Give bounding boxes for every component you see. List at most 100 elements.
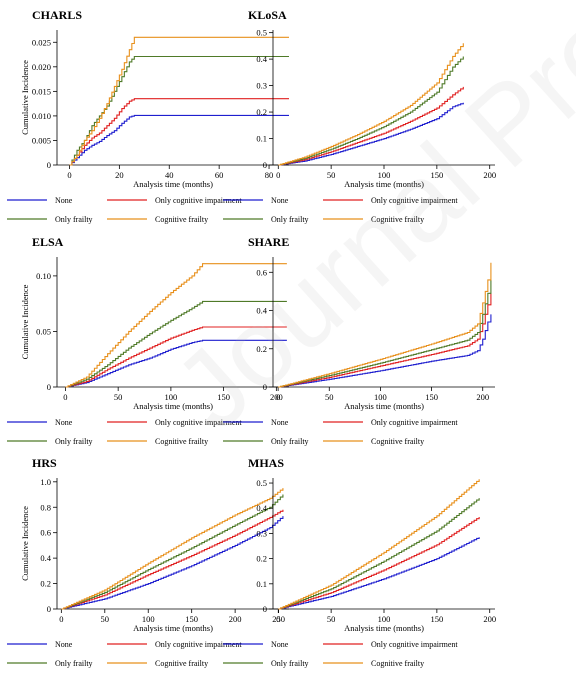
y-tick-label: 0.2 bbox=[40, 579, 51, 589]
legend-entry: None bbox=[55, 640, 73, 649]
x-tick-label: 60 bbox=[215, 170, 224, 180]
x-tick-label: 200 bbox=[229, 614, 242, 624]
x-tick-label: 50 bbox=[114, 392, 123, 402]
legend-entry: Cognitive frailty bbox=[371, 215, 424, 224]
y-tick-label: 0.005 bbox=[32, 135, 51, 145]
x-axis-label: Analysis time (months) bbox=[133, 401, 213, 411]
x-tick-label: 200 bbox=[476, 392, 489, 402]
panel-title: SHARE bbox=[248, 235, 289, 249]
series-line-only-frailty bbox=[278, 279, 492, 388]
x-tick-label: 80 bbox=[265, 170, 274, 180]
y-tick-label: 0.020 bbox=[32, 62, 51, 72]
y-tick-label: 0.5 bbox=[256, 478, 267, 488]
y-tick-label: 0 bbox=[47, 160, 51, 170]
x-tick-label: 150 bbox=[185, 614, 198, 624]
legend-entry: Cognitive frailty bbox=[155, 659, 208, 668]
x-tick-label: 0 bbox=[276, 170, 280, 180]
y-tick-label: 0.025 bbox=[32, 37, 51, 47]
series-line-cognitive-frailty bbox=[61, 488, 284, 610]
y-tick-label: 0.4 bbox=[40, 553, 51, 563]
y-tick-label: 0 bbox=[47, 382, 51, 392]
legend-entry: Only cognitive impairment bbox=[155, 418, 242, 427]
x-tick-label: 100 bbox=[142, 614, 155, 624]
x-tick-label: 0 bbox=[276, 614, 280, 624]
y-tick-label: 0.1 bbox=[256, 579, 267, 589]
y-tick-label: 0.2 bbox=[256, 107, 267, 117]
y-tick-label: 1.0 bbox=[40, 477, 51, 487]
y-tick-label: 0.6 bbox=[256, 267, 267, 277]
x-tick-label: 150 bbox=[217, 392, 230, 402]
y-tick-label: 0.6 bbox=[40, 528, 51, 538]
y-tick-label: 0.015 bbox=[32, 86, 51, 96]
x-tick-label: 250 bbox=[272, 614, 285, 624]
x-tick-label: 40 bbox=[165, 170, 174, 180]
legend-entry: None bbox=[271, 196, 289, 205]
x-tick-label: 100 bbox=[378, 170, 391, 180]
panel-title: HRS bbox=[32, 456, 57, 470]
series-line-none bbox=[61, 516, 284, 610]
y-tick-label: 0 bbox=[47, 604, 51, 614]
series-line-only-cognitive-impairment bbox=[65, 326, 287, 388]
panel-title: CHARLS bbox=[32, 8, 82, 22]
y-tick-label: 0.2 bbox=[256, 554, 267, 564]
x-tick-label: 0 bbox=[67, 170, 71, 180]
legend-entry: Only cognitive impairment bbox=[371, 418, 458, 427]
y-tick-label: 0.4 bbox=[256, 54, 267, 64]
y-tick-label: 0.8 bbox=[40, 502, 51, 512]
x-tick-label: 200 bbox=[270, 392, 283, 402]
x-axis-label: Analysis time (months) bbox=[344, 623, 424, 633]
legend-entry: Only frailty bbox=[271, 659, 309, 668]
legend-entry: None bbox=[271, 418, 289, 427]
x-axis-label: Analysis time (months) bbox=[344, 179, 424, 189]
series-line-only-cognitive-impairment bbox=[278, 293, 492, 388]
y-axis-label: Cumulative Incidence bbox=[20, 284, 30, 359]
y-tick-label: 0 bbox=[263, 160, 267, 170]
x-axis-label: Analysis time (months) bbox=[133, 179, 213, 189]
x-tick-label: 50 bbox=[325, 392, 334, 402]
series-line-cognitive-frailty bbox=[278, 479, 480, 610]
series-line-none bbox=[278, 314, 492, 388]
y-tick-label: 0.4 bbox=[256, 503, 267, 513]
y-axis-label: Cumulative Incidence bbox=[20, 60, 30, 135]
series-line-only-cognitive-impairment bbox=[278, 517, 480, 610]
legend-entry: Only cognitive impairment bbox=[155, 196, 242, 205]
legend-entry: Only frailty bbox=[55, 215, 93, 224]
series-line-only-cognitive-impairment bbox=[278, 86, 464, 166]
y-tick-label: 0 bbox=[263, 604, 267, 614]
series-line-cognitive-frailty bbox=[278, 43, 464, 166]
series-line-only-frailty bbox=[278, 498, 480, 610]
x-tick-label: 200 bbox=[483, 614, 496, 624]
x-axis-label: Analysis time (months) bbox=[133, 623, 213, 633]
y-tick-label: 0.3 bbox=[256, 528, 267, 538]
legend-entry: None bbox=[271, 640, 289, 649]
legend-entry: Only frailty bbox=[271, 215, 309, 224]
series-line-cognitive-frailty bbox=[65, 263, 287, 388]
x-tick-label: 100 bbox=[374, 392, 387, 402]
series-line-cognitive-frailty bbox=[278, 262, 492, 388]
legend-entry: Cognitive frailty bbox=[371, 659, 424, 668]
panel-title: MHAS bbox=[248, 456, 284, 470]
chart-panel-share: SHARE 0 0.2 0.4 0.6 0 50 100 150 200 Analysis time… bbox=[223, 235, 495, 446]
series-line-cognitive-frailty bbox=[69, 36, 289, 166]
series-line-none bbox=[278, 102, 464, 166]
series-line-only-frailty bbox=[61, 494, 284, 610]
x-tick-label: 200 bbox=[483, 170, 496, 180]
legend-entry: Only frailty bbox=[55, 659, 93, 668]
y-tick-label: 0.010 bbox=[32, 111, 51, 121]
chart-panel-elsa: ELSA 0 0.05 0.10 0 50 100 150 200 Analysis time (… bbox=[7, 235, 289, 446]
y-tick-label: 0.2 bbox=[256, 344, 267, 354]
legend-entry: Only cognitive impairment bbox=[371, 640, 458, 649]
x-tick-label: 100 bbox=[165, 392, 178, 402]
x-tick-label: 150 bbox=[425, 392, 438, 402]
x-tick-label: 20 bbox=[115, 170, 124, 180]
y-axis-label: Cumulative Incidence bbox=[20, 506, 30, 581]
panel-title: ELSA bbox=[32, 235, 64, 249]
legend-entry: Only cognitive impairment bbox=[155, 640, 242, 649]
y-tick-label: 0.10 bbox=[36, 271, 51, 281]
legend-entry: None bbox=[55, 418, 73, 427]
x-tick-label: 50 bbox=[327, 614, 336, 624]
y-tick-label: 0.05 bbox=[36, 326, 51, 336]
y-tick-label: 0.3 bbox=[256, 81, 267, 91]
legend-entry: Only cognitive impairment bbox=[371, 196, 458, 205]
